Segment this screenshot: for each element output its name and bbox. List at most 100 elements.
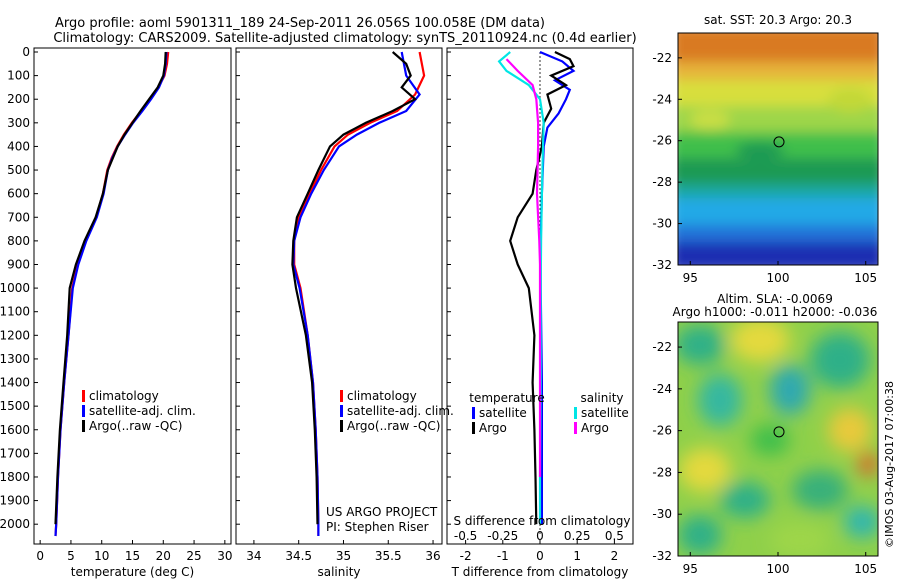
figure-title-line2: Climatology: CARS2009. Satellite-adjuste… [53,31,636,46]
y-tick-label: -24 [652,382,672,396]
y-tick-label: 1900 [0,494,30,508]
y-tick-label: 2000 [0,517,30,531]
x-tick-label: 100 [767,562,790,576]
y-tick-label: -22 [652,340,672,354]
salinity-panel: 34 34.5 35 35.5 36 salinity climatologysatelli… [235,47,454,579]
legend-header-temperature: temperature [469,391,544,405]
legend-label: satellite-adj. clim. [347,404,454,418]
salinity-xlabel: salinity [317,565,360,579]
y-tick-label: 0 [22,45,30,59]
temperature-panel: 0 5 10 15 20 25 30 temperature (deg C) 0 100 200 30… [0,45,232,579]
s-tick-label: 0.25 [564,529,591,543]
y-tick-label: -26 [652,134,672,148]
legend-swatch [82,420,85,432]
legend-label: Argo [581,421,609,435]
legend-swatch [82,390,85,402]
s-tick-label: -0.25 [487,529,518,543]
s-axis-label: S difference from climatology [454,514,631,528]
figure-title-line1: Argo profile: aoml 5901311_189 24-Sep-20… [55,16,545,31]
argo-location-marker [773,426,785,438]
y-tick-label: 1800 [0,470,30,484]
x-tick-label: 0 [36,549,44,563]
legend-label: Argo(..raw -QC) [347,419,440,433]
x-tick-label: 35.5 [375,549,402,563]
y-tick-label: 1500 [0,399,30,413]
y-tick-label: -32 [652,549,672,563]
y-tick-label: 200 [7,92,30,106]
series-line [292,51,421,536]
x-tick-label: 10 [94,549,109,563]
legend-label: Argo [479,421,507,435]
y-tick-label: 1400 [0,376,30,390]
x-tick-label: -2 [460,549,472,563]
x-tick-label: 15 [125,549,140,563]
y-tick-label: 400 [7,139,30,153]
x-tick-label: -1 [497,549,509,563]
y-tick-label: 1700 [0,446,30,460]
legend-swatch [472,422,475,434]
y-tick-label: -30 [652,217,672,231]
temperature-xlabel: temperature (deg C) [71,565,194,579]
series-line [54,51,168,537]
legend-swatch [82,405,85,417]
y-tick-label: -22 [652,51,672,65]
x-tick-label: 1 [573,549,581,563]
y-tick-label: -28 [652,175,672,189]
legend-label: climatology [89,389,159,403]
imos-timestamp: ©IMOS 03-Aug-2017 07:00:38 [883,381,896,548]
x-tick-label: 36 [425,549,440,563]
s-tick-label: 0 [536,529,544,543]
sla-title: Altim. SLA: -0.0069 [717,292,833,306]
legend-label: Argo(..raw -QC) [89,419,182,433]
y-tick-label: 900 [7,257,30,271]
x-tick-label: 95 [683,562,698,576]
legend-label: climatology [347,389,417,403]
x-tick-label: 30 [217,549,232,563]
argo-location-marker [773,136,785,148]
y-tick-label: 1100 [0,305,30,319]
legend-swatch [340,405,343,417]
x-tick-label: 34 [246,549,261,563]
y-tick-label: -26 [652,424,672,438]
s-tick-label: 0.5 [605,529,624,543]
legend-swatch [574,407,577,419]
x-tick-label: 25 [186,549,201,563]
series-line [505,58,542,477]
legend-swatch [472,407,475,419]
x-tick-label: 105 [854,562,877,576]
legend-header-salinity: salinity [580,391,623,405]
x-tick-label: 0 [536,549,544,563]
x-tick-label: 105 [854,271,877,285]
legend-label: satellite [479,406,527,420]
x-tick-label: 95 [683,271,698,285]
x-tick-label: 5 [67,549,75,563]
sla-map-image [678,322,878,556]
difference-panel: -2 -1 0 1 2 T difference from climatology temp… [446,47,634,579]
sla-map-panel: 95 100 105 -22 -24 -26 -28 -30 -32 Altim. SLA: -0… [652,292,879,576]
legend-swatch [340,390,343,402]
series-line [291,51,418,525]
salinity-frame [235,47,443,545]
sst-map-image [678,33,878,265]
y-tick-label: -28 [652,465,672,479]
y-tick-label: -30 [652,507,672,521]
y-tick-label: 700 [7,210,30,224]
series-line [293,51,426,536]
y-tick-label: 1600 [0,423,30,437]
y-tick-label: 1000 [0,281,30,295]
legend-swatch [340,420,343,432]
s-tick-label: -0.5 [454,529,477,543]
project-label: US ARGO PROJECT [326,505,438,519]
y-tick-label: 600 [7,187,30,201]
series-line [509,51,576,525]
x-tick-label: 35 [336,549,351,563]
y-tick-label: 100 [7,69,30,83]
sla-subtitle: Argo h1000: -0.011 h2000: -0.036 [673,305,878,319]
series-line [539,50,576,525]
x-tick-label: 34.5 [285,549,312,563]
y-tick-label: 800 [7,234,30,248]
x-tick-label: 100 [767,271,790,285]
x-tick-label: 2 [611,549,619,563]
legend-swatch [574,422,577,434]
